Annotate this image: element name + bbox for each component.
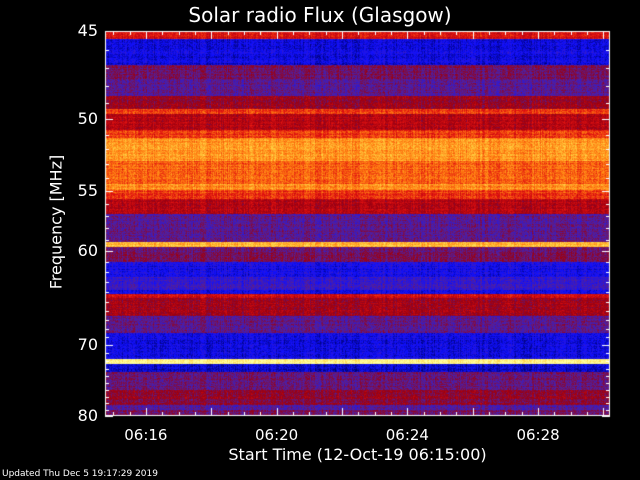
y-tick-label: 55 bbox=[77, 181, 98, 200]
y-tick-label: 70 bbox=[77, 335, 98, 355]
x-tick-label: 06:24 bbox=[385, 426, 429, 444]
y-axis-label: Frequency [MHz] bbox=[46, 154, 66, 290]
x-tick-label: 06:28 bbox=[516, 426, 560, 444]
y-tick-label: 45 bbox=[77, 21, 98, 40]
y-tick-label: 60 bbox=[77, 241, 98, 260]
y-tick-label: 50 bbox=[77, 109, 98, 128]
chart-title: Solar radio Flux (Glasgow) bbox=[188, 3, 452, 27]
x-tick-label: 06:20 bbox=[254, 426, 299, 444]
y-tick-label: 80 bbox=[77, 406, 98, 425]
x-axis-label: Start Time (12-Oct-19 06:15:00) bbox=[228, 445, 487, 464]
x-tick-label: 06:16 bbox=[124, 426, 168, 444]
updated-timestamp: Updated Thu Dec 5 19:17:29 2019 bbox=[2, 469, 158, 479]
